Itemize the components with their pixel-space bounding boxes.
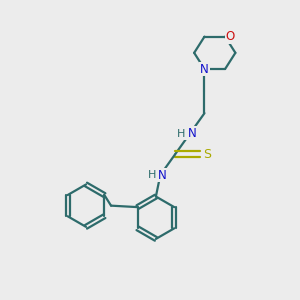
Text: N: N xyxy=(158,169,167,182)
Text: N: N xyxy=(188,127,197,140)
Text: S: S xyxy=(203,148,211,161)
Text: H: H xyxy=(148,170,156,180)
Text: O: O xyxy=(226,30,235,43)
Text: H: H xyxy=(177,129,186,139)
Text: N: N xyxy=(200,62,209,76)
